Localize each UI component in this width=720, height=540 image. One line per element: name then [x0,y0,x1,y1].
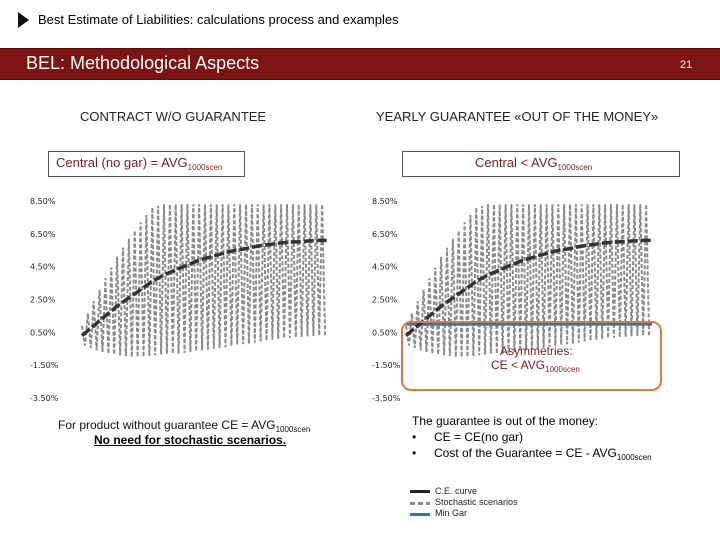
stochastic-scenarios-line [405,204,651,358]
asymmetry-formula-main: CE < AVG [491,358,546,372]
guarantee-text: The guarantee is out of the money: [412,414,599,428]
bullet-arrow-icon [18,12,29,28]
y-tick-label: 2.50% [30,296,56,305]
y-tick-label: -1.50% [30,361,59,370]
bullet-dot: • [412,446,417,460]
legend-stochastic-swatch [410,502,430,505]
bullet-item: • Cost of the Guarantee = CE - AVG1000sce… [412,446,652,462]
left-formula-text: Central (no gar) = AVG1000scen [56,155,222,172]
page-number: 21 [680,59,693,71]
right-heading: YEARLY GUARANTEE «OUT OF THE MONEY» [376,109,659,124]
y-tick-label: 0.50% [30,328,56,337]
bullet-dot: • [412,430,417,444]
y-tick-label: 6.50% [372,230,398,239]
legend-min-gar-swatch [410,513,430,516]
right-formula-main: Central < AVG [475,155,558,170]
right-formula-sub: 1000scen [557,163,593,172]
y-tick-label: 8.50% [30,197,56,206]
y-tick-label: -1.50% [372,361,401,370]
y-tick-label: 4.50% [372,263,398,272]
asymmetry-formula: CE < AVG1000scen [491,358,580,374]
y-tick-label: -3.50% [30,394,59,403]
banner-title: BEL: Methodological Aspects [26,53,260,73]
left-note-sub: 1000scen [275,425,311,434]
y-tick-label: 0.50% [372,328,398,337]
left-note-emphasis: No need for stochastic scenarios. [94,433,287,447]
ce-curve-line [404,238,652,337]
y-tick-label: 4.50% [30,263,56,272]
bullet-text: CE = CE(no gar) [434,430,524,444]
ce-curve-line [80,238,328,337]
slide-top-title: Best Estimate of Liabilities: calculatio… [38,12,399,27]
legend-stochastic-label: Stochastic scenarios [435,497,518,507]
stochastic-scenarios-line [81,204,327,358]
asymmetry-label: Asymmetries: [500,344,573,358]
left-formula-box [48,151,245,177]
left-heading: CONTRACT W/O GUARANTEE [80,109,267,124]
right-formula-text: Central < AVG1000scen [475,155,592,172]
title-banner [0,48,720,80]
bullet-sub: 1000scen [616,453,652,462]
y-tick-label: 2.50% [372,296,398,305]
legend-ce-label: C.E. curve [435,486,478,496]
left-formula-sub: 1000scen [187,163,223,172]
left-formula-main: Central (no gar) = AVG [56,155,188,170]
bullet-item: • CE = CE(no gar) [412,430,523,444]
right-formula-box [402,151,680,177]
legend-ce-swatch [410,490,430,493]
left-note: For product without guarantee CE = AVG10… [58,418,310,434]
y-tick-label: 6.50% [30,230,56,239]
left-note-main: For product without guarantee CE = AVG [58,418,276,432]
y-tick-label: -3.50% [372,394,401,403]
asymmetry-formula-sub: 1000scen [545,365,580,374]
legend-min-gar-label: Min Gar [435,508,468,518]
y-tick-label: 8.50% [372,197,398,206]
asymmetry-highlight-box [401,321,662,391]
bullet-text: Cost of the Guarantee = CE - AVG [434,446,617,460]
